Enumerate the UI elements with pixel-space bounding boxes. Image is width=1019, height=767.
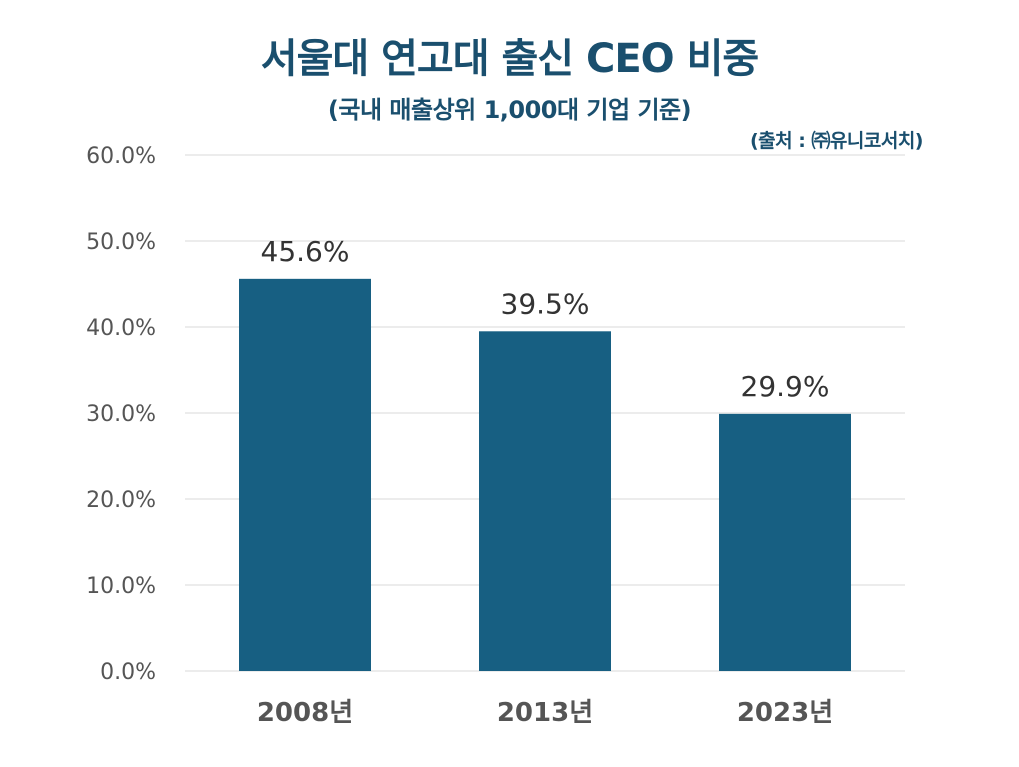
data-label: 29.9% xyxy=(741,370,830,403)
bar xyxy=(719,413,851,671)
x-tick-label: 2008년 xyxy=(257,698,353,728)
x-axis: 2008년 2013년 2023년 xyxy=(257,698,833,728)
data-label: 45.6% xyxy=(261,235,350,268)
y-tick-label: 0.0% xyxy=(100,660,156,685)
y-tick-label: 10.0% xyxy=(86,574,156,599)
chart-subtitle: (국내 매출상위 1,000대 기업 기준) xyxy=(327,96,692,124)
y-tick-label: 30.0% xyxy=(86,402,156,427)
x-tick-label: 2013년 xyxy=(497,698,593,728)
data-label: 39.5% xyxy=(501,287,590,320)
source-note: (출처 : ㈜유니코서치) xyxy=(749,130,924,152)
y-tick-label: 60.0% xyxy=(86,144,156,169)
y-tick-label: 50.0% xyxy=(86,230,156,255)
y-tick-label: 40.0% xyxy=(86,316,156,341)
bar xyxy=(239,278,371,671)
x-tick-label: 2023년 xyxy=(737,698,833,728)
data-labels: 45.6% 39.5% 29.9% xyxy=(261,235,830,403)
y-tick-label: 20.0% xyxy=(86,488,156,513)
y-axis: 0.0% 10.0% 20.0% 30.0% 40.0% 50.0% 60.0% xyxy=(86,144,156,685)
bars xyxy=(239,278,851,671)
bar xyxy=(479,331,611,671)
chart-title: 서울대 연고대 출신 CEO 비중 xyxy=(260,36,759,82)
